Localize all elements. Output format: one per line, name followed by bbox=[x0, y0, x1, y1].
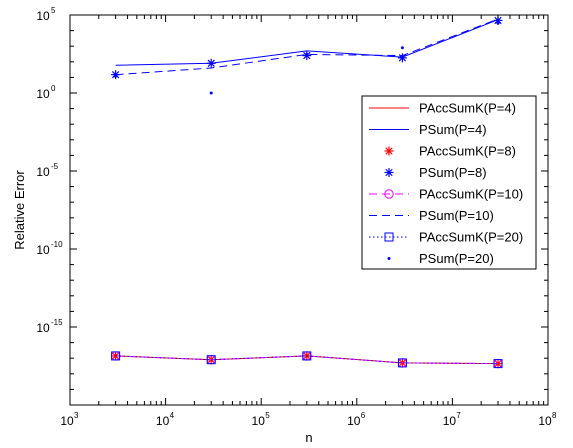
legend-entry: PSum(P=20) bbox=[387, 251, 494, 266]
legend-label: PSum(P=4) bbox=[419, 122, 487, 137]
series-line bbox=[115, 355, 499, 365]
data-point bbox=[400, 46, 404, 50]
legend-label: PAccSumK(P=4) bbox=[419, 101, 516, 116]
x-tick-label: 10 bbox=[538, 414, 552, 428]
y-tick-exponent: -15 bbox=[51, 318, 63, 327]
y-tick-label: 10 bbox=[36, 9, 50, 23]
legend-entry: PSum(P=8) bbox=[384, 165, 487, 180]
x-tick-exponent: 8 bbox=[552, 411, 557, 420]
legend-label: PAccSumK(P=8) bbox=[419, 144, 516, 159]
legend-label: PSum(P=8) bbox=[419, 165, 487, 180]
series-layer bbox=[110, 15, 503, 369]
x-tick-exponent: 5 bbox=[265, 411, 270, 420]
legend-entry: PAccSumK(P=10) bbox=[369, 187, 523, 202]
x-tick-label: 10 bbox=[156, 414, 170, 428]
data-point bbox=[496, 21, 500, 25]
y-tick-label: 10 bbox=[36, 87, 50, 101]
x-tick-label: 10 bbox=[252, 414, 266, 428]
x-tick-label: 10 bbox=[60, 414, 74, 428]
x-tick-exponent: 6 bbox=[361, 411, 366, 420]
legend-entry: PSum(P=4) bbox=[369, 122, 487, 137]
legend-swatch-marker bbox=[384, 146, 394, 156]
series-line bbox=[115, 19, 499, 66]
data-point bbox=[206, 355, 216, 365]
legend-entry: PAccSumK(P=4) bbox=[369, 101, 516, 116]
legend-swatch-marker bbox=[384, 189, 394, 199]
y-tick-exponent: -10 bbox=[51, 240, 63, 249]
legend-entry: PAccSumK(P=8) bbox=[384, 144, 516, 159]
y-tick-label: 10 bbox=[36, 243, 50, 257]
data-point bbox=[397, 53, 407, 63]
series-line bbox=[115, 18, 499, 76]
x-axis-label: n bbox=[305, 430, 312, 445]
y-tick-exponent: -5 bbox=[51, 162, 59, 171]
x-tick-label: 10 bbox=[347, 414, 361, 428]
series-7 bbox=[114, 21, 500, 95]
legend-entry: PAccSumK(P=20) bbox=[369, 230, 523, 245]
data-point bbox=[209, 91, 213, 95]
data-point bbox=[114, 74, 118, 78]
legend-label: PSum(P=10) bbox=[419, 208, 494, 223]
legend-entry: PSum(P=10) bbox=[369, 208, 494, 223]
y-axis-label: Relative Error bbox=[12, 170, 27, 250]
legend-label: PSum(P=20) bbox=[419, 251, 494, 266]
x-tick-label: 10 bbox=[443, 414, 457, 428]
legend-swatch-marker bbox=[387, 257, 391, 260]
legend: PAccSumK(P=4) PSum(P=4) PAccSumK(P=8) PSum(… bbox=[361, 95, 537, 270]
plot-frame bbox=[69, 14, 549, 406]
data-point bbox=[305, 52, 309, 56]
x-tick-exponent: 7 bbox=[456, 411, 461, 420]
data-point bbox=[493, 359, 503, 369]
series-1 bbox=[115, 19, 499, 66]
y-tick-label: 10 bbox=[36, 165, 50, 179]
series-5 bbox=[115, 18, 499, 76]
data-point bbox=[206, 58, 216, 68]
data-point bbox=[111, 351, 121, 361]
legend-label: PAccSumK(P=20) bbox=[419, 230, 523, 245]
legend-label: PAccSumK(P=10) bbox=[419, 187, 523, 202]
y-tick-exponent: 0 bbox=[51, 84, 56, 93]
series-6 bbox=[111, 351, 503, 369]
legend-swatch-marker bbox=[384, 168, 394, 177]
x-tick-exponent: 3 bbox=[74, 411, 79, 420]
data-point bbox=[397, 358, 407, 368]
legend-box bbox=[361, 95, 537, 270]
x-tick-exponent: 4 bbox=[170, 411, 175, 420]
legend-swatch-marker bbox=[384, 232, 394, 242]
data-point bbox=[302, 351, 312, 361]
series-3 bbox=[111, 15, 503, 80]
y-tick-exponent: 5 bbox=[51, 6, 56, 15]
y-tick-label: 10 bbox=[36, 321, 50, 335]
